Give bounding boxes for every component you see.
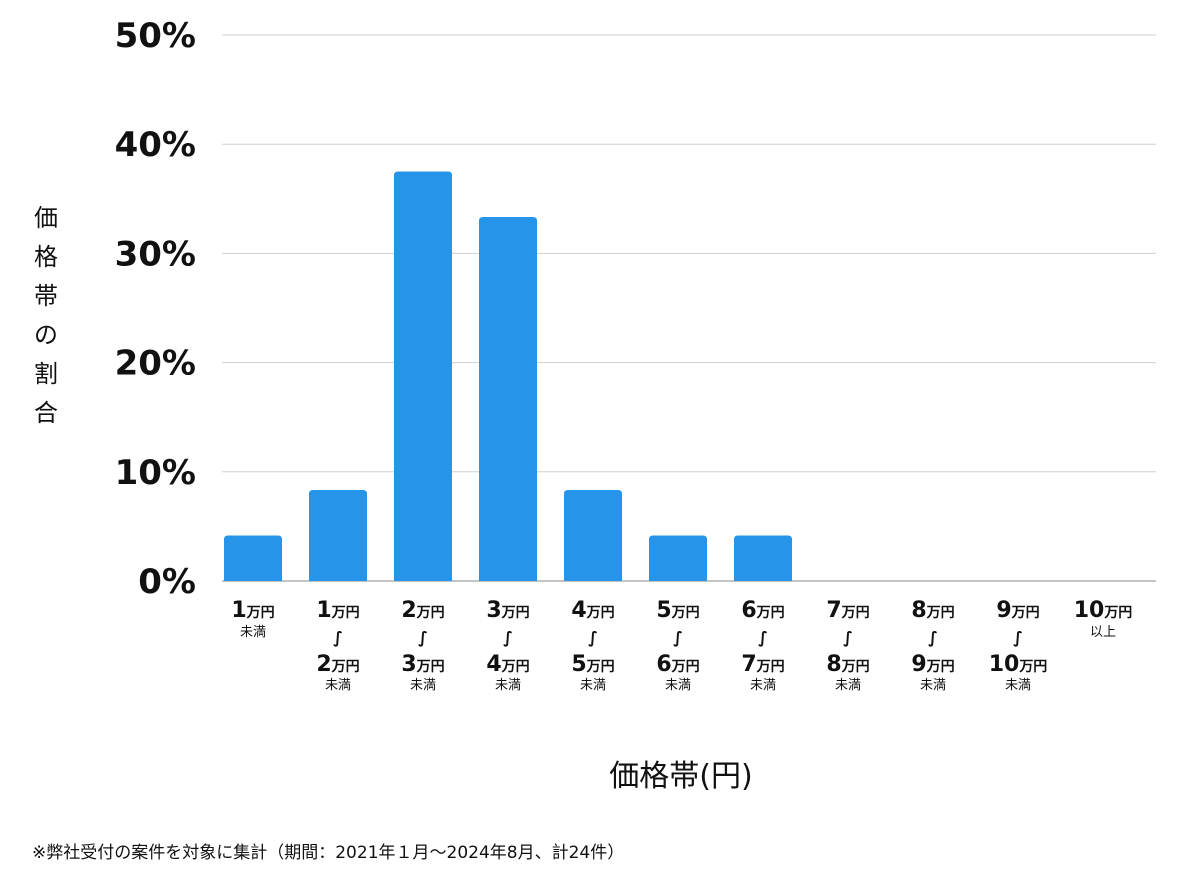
- x-tick-label-upper: 4万円: [486, 652, 529, 677]
- x-tick-range-symbol: ∫: [588, 628, 598, 647]
- x-tick-label-upper: 8万円: [826, 652, 869, 677]
- x-tick-label: 7万円: [826, 598, 869, 623]
- x-tick-range-symbol: ∫: [333, 628, 343, 647]
- x-tick-range-symbol: ∫: [418, 628, 428, 647]
- x-tick-sublabel: 未満: [835, 678, 861, 693]
- x-tick-label: 9万円: [996, 598, 1039, 623]
- x-tick-sublabel: 未満: [495, 678, 521, 693]
- x-axis-label: 価格帯(円): [609, 759, 752, 794]
- bar: [309, 490, 367, 581]
- x-tick-sublabel: 以上: [1090, 625, 1116, 640]
- x-tick-sublabel: 未満: [920, 678, 946, 693]
- x-tick-sublabel: 未満: [240, 625, 266, 640]
- y-tick-label: 50%: [115, 16, 196, 56]
- x-tick-label: 10万円: [1074, 598, 1133, 623]
- y-axis-label: 価格帯の割合: [34, 204, 58, 427]
- x-tick-label-upper: 7万円: [741, 652, 784, 677]
- bar: [649, 535, 707, 581]
- y-tick-label: 40%: [115, 125, 196, 165]
- x-tick-label: 6万円: [741, 598, 784, 623]
- y-tick-label: 10%: [115, 453, 196, 493]
- x-tick-label-upper: 10万円: [989, 652, 1048, 677]
- x-tick-label: 1万円: [316, 598, 359, 623]
- x-tick-label: 2万円: [401, 598, 444, 623]
- bar-chart: 0%10%20%30%40%50%1万円未満1万円∫2万円未満2万円∫3万円未満…: [34, 16, 1156, 794]
- x-tick-sublabel: 未満: [665, 678, 691, 693]
- x-tick-label: 1万円: [231, 598, 274, 623]
- y-tick-label: 0%: [138, 562, 196, 602]
- x-tick-label: 5万円: [656, 598, 699, 623]
- x-tick-label-upper: 6万円: [656, 652, 699, 677]
- x-tick-range-symbol: ∫: [503, 628, 513, 647]
- x-tick-sublabel: 未満: [410, 678, 436, 693]
- x-tick-label-upper: 2万円: [316, 652, 359, 677]
- footnote: ※弊社受付の案件を対象に集計（期間：2021年１月〜2024年8月、計24件）: [32, 843, 625, 863]
- x-tick-sublabel: 未満: [580, 678, 606, 693]
- x-tick-label: 8万円: [911, 598, 954, 623]
- x-tick-label-upper: 5万円: [571, 652, 614, 677]
- x-tick-range-symbol: ∫: [1013, 628, 1023, 647]
- x-tick-sublabel: 未満: [325, 678, 351, 693]
- bar: [734, 535, 792, 581]
- x-tick-label: 4万円: [571, 598, 614, 623]
- x-tick-sublabel: 未満: [750, 678, 776, 693]
- x-tick-range-symbol: ∫: [758, 628, 768, 647]
- x-tick-label-upper: 3万円: [401, 652, 444, 677]
- bar: [224, 535, 282, 581]
- x-tick-sublabel: 未満: [1005, 678, 1031, 693]
- x-tick-label: 3万円: [486, 598, 529, 623]
- x-tick-range-symbol: ∫: [843, 628, 853, 647]
- x-tick-range-symbol: ∫: [928, 628, 938, 647]
- x-tick-range-symbol: ∫: [673, 628, 683, 647]
- bar: [479, 217, 537, 581]
- bar: [394, 171, 452, 581]
- x-tick-label-upper: 9万円: [911, 652, 954, 677]
- y-tick-label: 30%: [115, 234, 196, 274]
- y-tick-label: 20%: [115, 344, 196, 384]
- bar: [564, 490, 622, 581]
